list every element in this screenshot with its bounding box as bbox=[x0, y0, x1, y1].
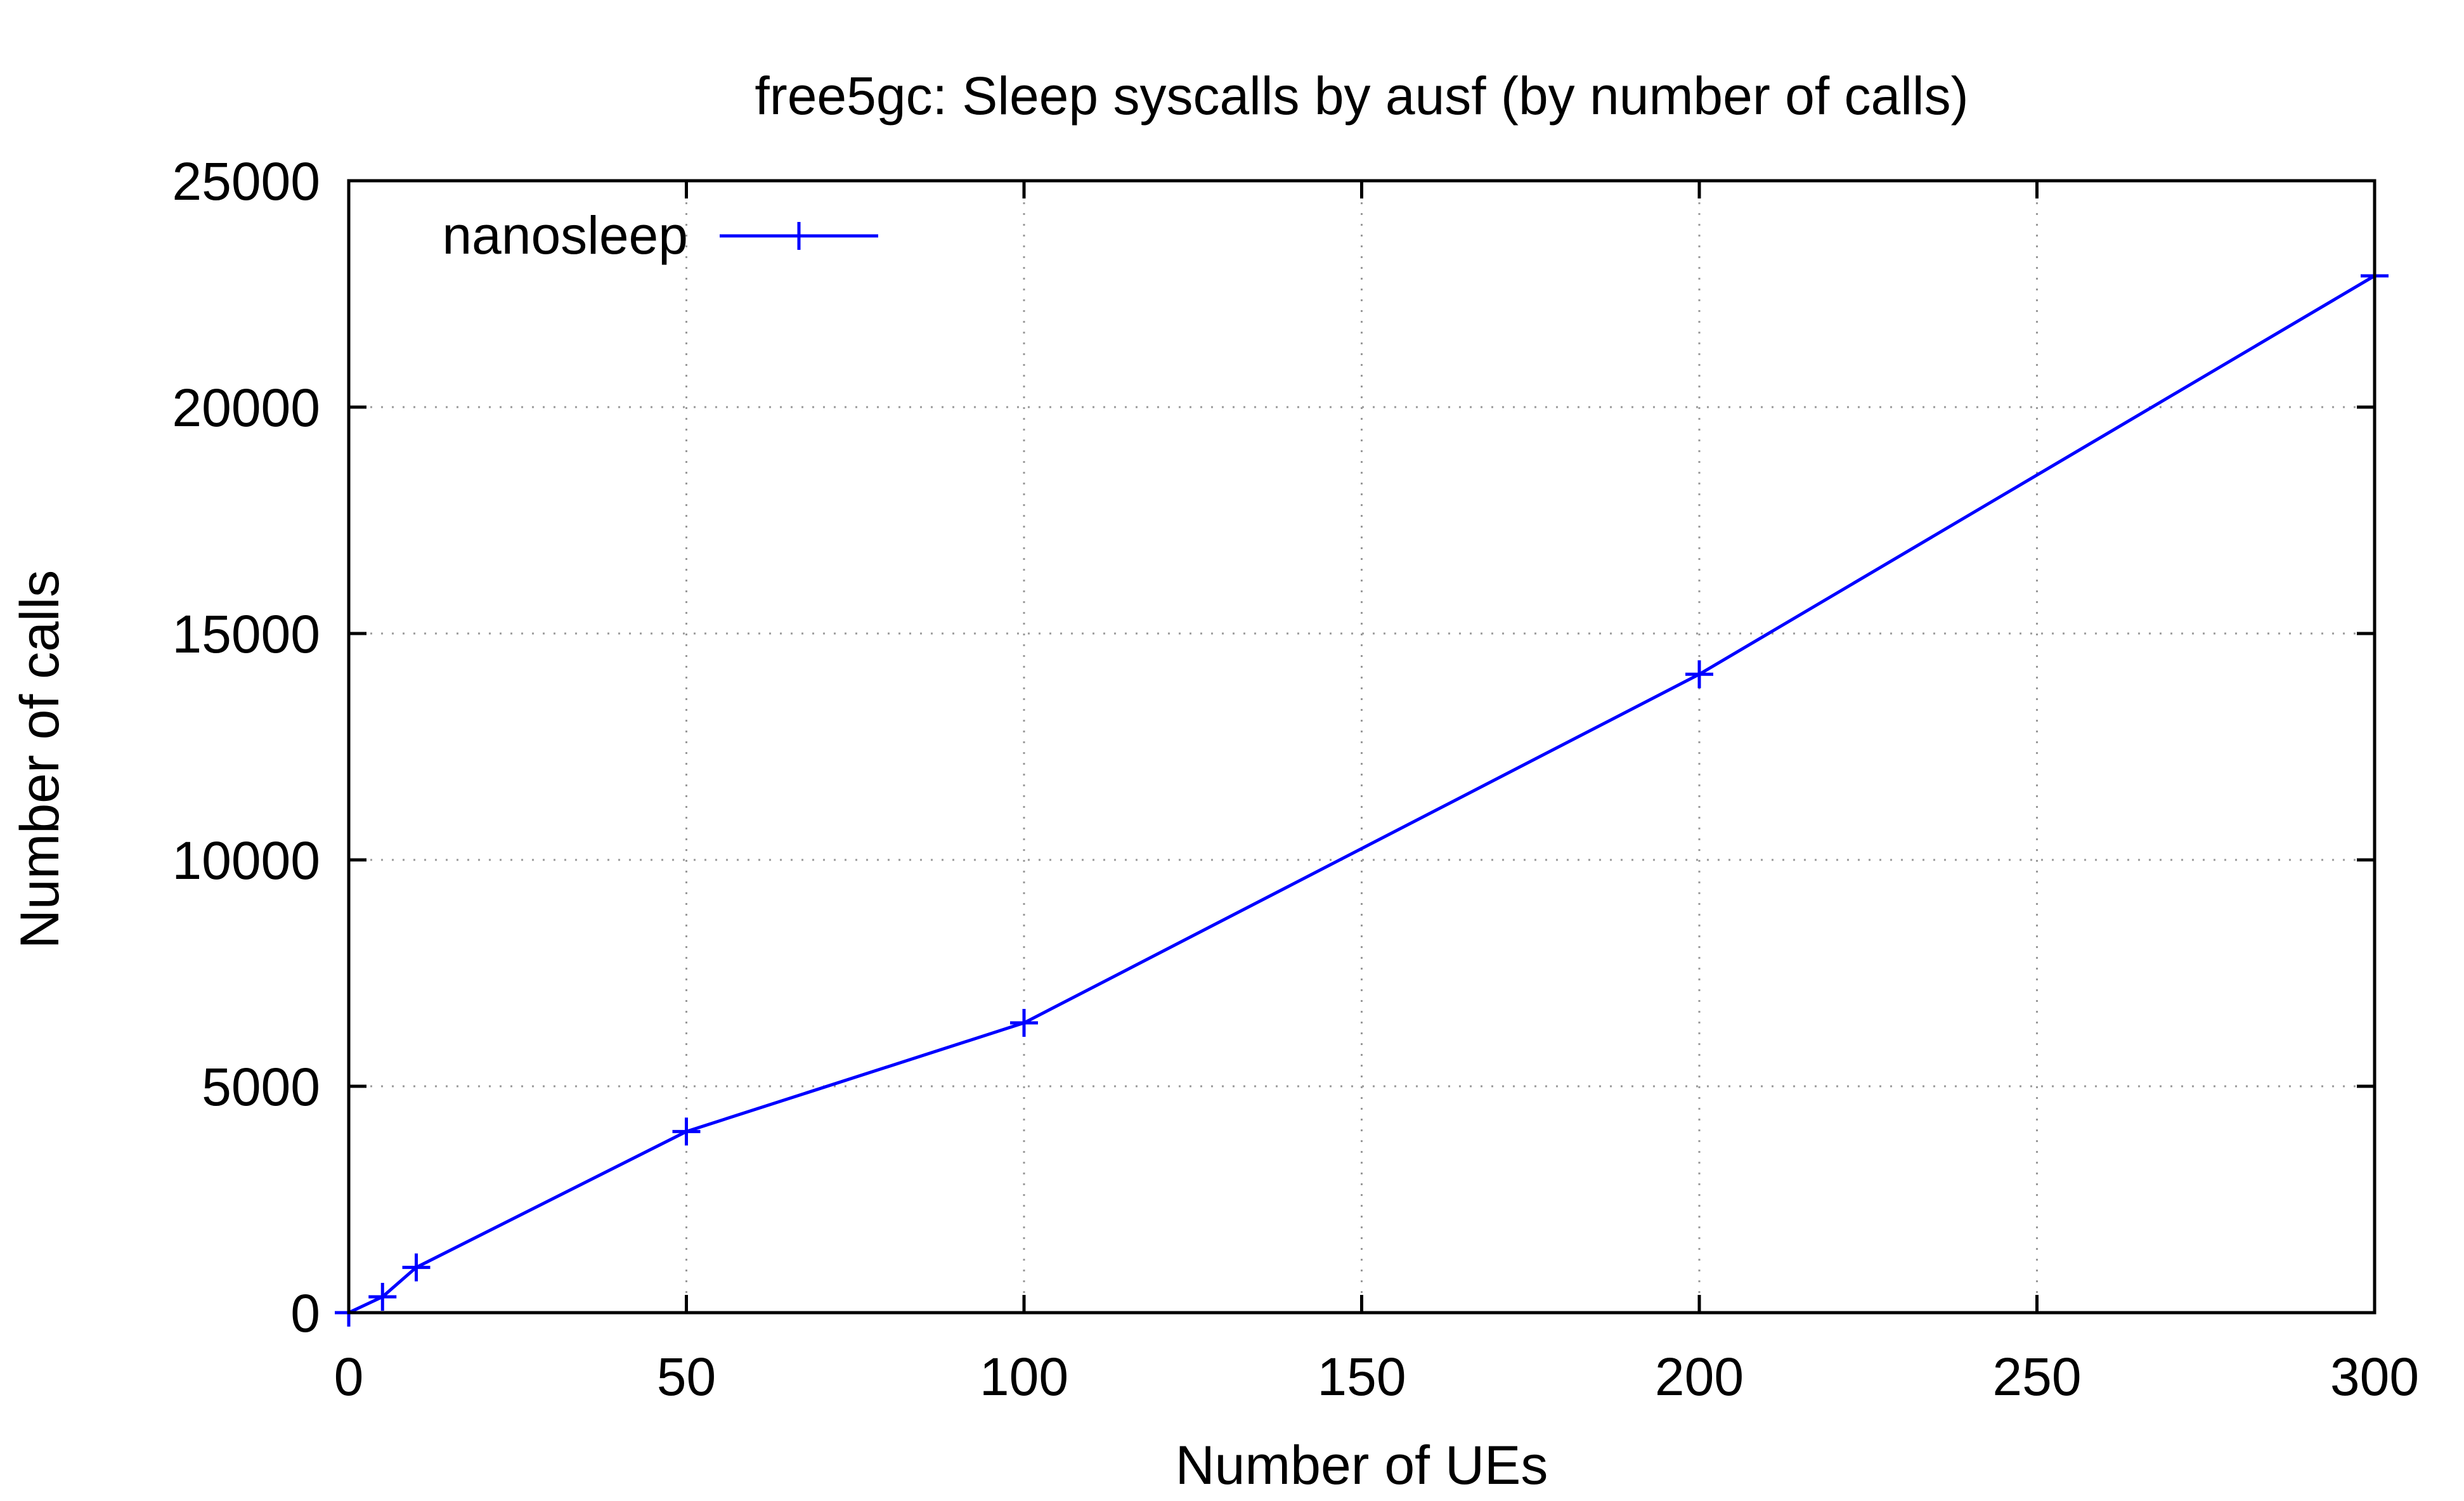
y-tick-label: 0 bbox=[290, 1283, 320, 1343]
data-point-marker bbox=[368, 1283, 397, 1311]
plot-frame bbox=[347, 179, 2376, 1315]
y-tick-label: 20000 bbox=[172, 378, 320, 438]
y-tick-label: 10000 bbox=[172, 831, 320, 890]
x-tick-label: 250 bbox=[1992, 1347, 2081, 1407]
x-tick-label: 50 bbox=[657, 1347, 716, 1407]
data-point-marker bbox=[402, 1253, 431, 1282]
x-tick-label: 200 bbox=[1655, 1347, 1744, 1407]
x-tick-label: 100 bbox=[980, 1347, 1068, 1407]
y-tick-label: 15000 bbox=[172, 604, 320, 664]
x-tick-label: 300 bbox=[2330, 1347, 2419, 1407]
data-point-marker bbox=[1685, 660, 1713, 689]
x-tick-label: 0 bbox=[334, 1347, 364, 1407]
y-tick-label: 5000 bbox=[202, 1057, 320, 1117]
x-tick-labels: 0 50 100 150 200 250 300 bbox=[334, 1347, 2419, 1407]
y-tick-label: 25000 bbox=[172, 152, 320, 211]
data-point-marker bbox=[672, 1117, 701, 1146]
y-axis-title: Number of calls bbox=[10, 570, 70, 949]
x-tick-label: 150 bbox=[1317, 1347, 1406, 1407]
legend-label-nanosleep: nanosleep bbox=[442, 205, 688, 265]
chart-title: free5gc: Sleep syscalls by ausf (by numb… bbox=[755, 66, 1968, 126]
y-tick-labels: 0 5000 10000 15000 20000 25000 bbox=[172, 152, 320, 1343]
data-point-marker bbox=[1010, 1009, 1038, 1037]
x-axis-title: Number of UEs bbox=[1176, 1435, 1548, 1496]
legend: nanosleep bbox=[442, 205, 878, 265]
legend-sample-nanosleep bbox=[720, 222, 878, 250]
